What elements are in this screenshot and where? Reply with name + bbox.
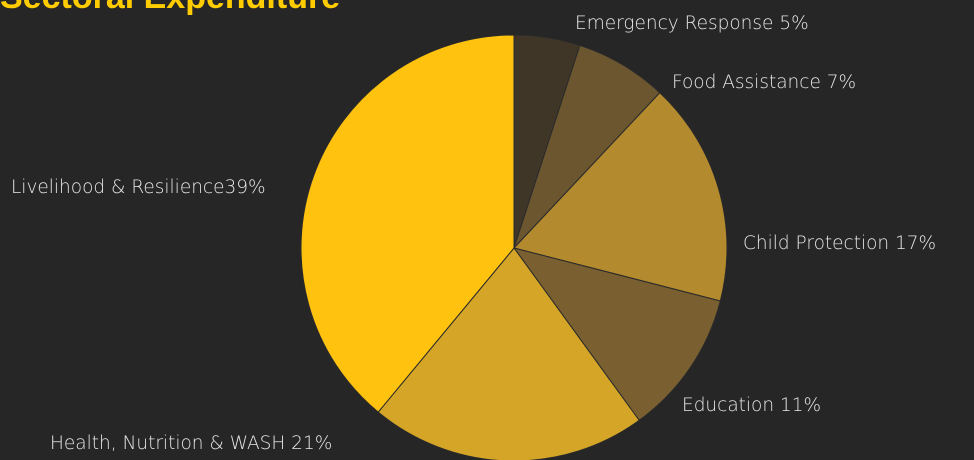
slice-label-education: Education 11% [682,395,821,416]
slice-labels: Emergency Response 5% Food Assistance 7% C… [11,13,936,454]
slice-label-health-nutrition-wash: Health, Nutrition & WASH 21% [50,433,332,454]
slice-label-livelihood-resilience: Livelihood & Resilience39% [11,177,266,198]
pie-slice-education [512,247,721,422]
slice-label-food-assistance: Food Assistance 7% [672,72,856,93]
pie-slice-child-protection [513,92,728,302]
slice-label-emergency-response: Emergency Response 5% [575,13,809,34]
slice-label-child-protection: Child Protection 17% [743,233,936,254]
chart-title: Sectoral Expenditure [0,0,340,17]
pie-slices [300,34,728,460]
pie-slice-health-nutrition-wash [377,247,640,460]
pie-slice-livelihood-resilience [300,34,515,413]
